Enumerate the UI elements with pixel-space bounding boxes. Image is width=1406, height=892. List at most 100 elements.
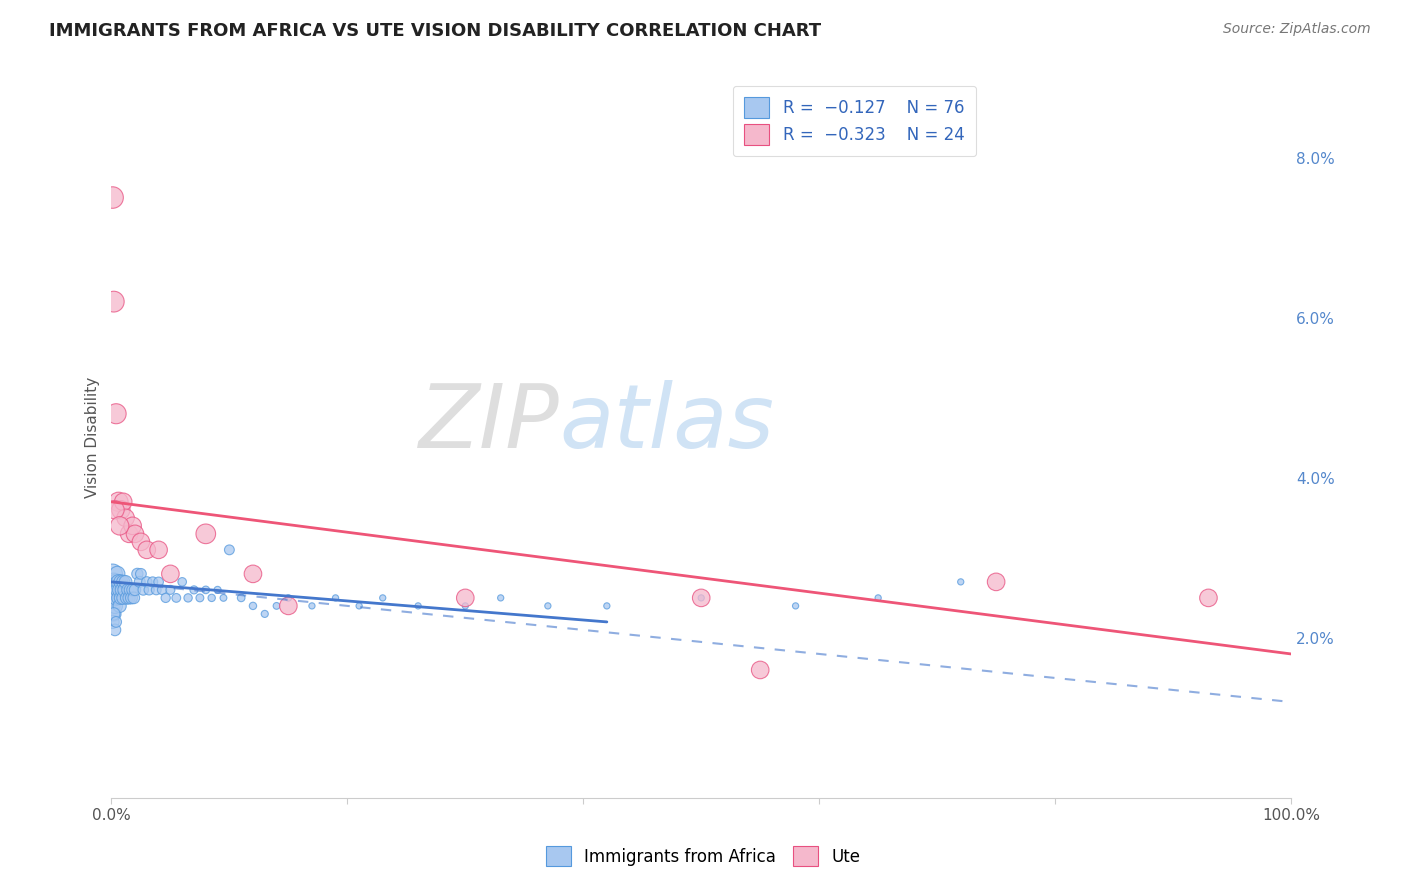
Point	[101, 607, 124, 621]
Legend: Immigrants from Africa, Ute: Immigrants from Africa, Ute	[537, 838, 869, 875]
Point	[148, 542, 170, 557]
Point	[537, 599, 560, 613]
Point	[194, 582, 217, 597]
Point	[110, 574, 132, 589]
Point	[371, 591, 394, 605]
Point	[129, 566, 152, 581]
Point	[325, 591, 347, 605]
Point	[110, 591, 132, 605]
Text: IMMIGRANTS FROM AFRICA VS UTE VISION DISABILITY CORRELATION CHART: IMMIGRANTS FROM AFRICA VS UTE VISION DIS…	[49, 22, 821, 40]
Point	[108, 599, 131, 613]
Point	[188, 591, 211, 605]
Point	[454, 591, 477, 605]
Point	[114, 574, 136, 589]
Point	[132, 582, 155, 597]
Point	[129, 534, 152, 549]
Point	[103, 294, 125, 309]
Point	[749, 663, 772, 677]
Point	[277, 591, 299, 605]
Point	[121, 518, 143, 533]
Point	[115, 591, 138, 605]
Point	[118, 591, 141, 605]
Point	[101, 591, 124, 605]
Point	[103, 574, 125, 589]
Point	[218, 542, 240, 557]
Point	[183, 582, 205, 597]
Point	[121, 591, 143, 605]
Point	[949, 574, 972, 589]
Point	[142, 574, 165, 589]
Point	[117, 582, 139, 597]
Point	[108, 518, 131, 533]
Point	[212, 591, 235, 605]
Point	[105, 566, 128, 581]
Point	[489, 591, 512, 605]
Point	[101, 615, 124, 629]
Point	[231, 591, 253, 605]
Point	[690, 591, 713, 605]
Point	[103, 607, 125, 621]
Point	[105, 582, 128, 597]
Point	[103, 607, 125, 621]
Point	[253, 607, 276, 621]
Point	[406, 599, 429, 613]
Point	[172, 574, 194, 589]
Point	[868, 591, 890, 605]
Point	[112, 495, 135, 509]
Point	[121, 582, 143, 597]
Point	[150, 582, 173, 597]
Point	[177, 591, 200, 605]
Point	[104, 503, 127, 517]
Point	[138, 582, 160, 597]
Point	[159, 582, 181, 597]
Point	[128, 574, 150, 589]
Point	[347, 599, 370, 613]
Point	[114, 511, 136, 525]
Point	[159, 566, 181, 581]
Point	[112, 582, 135, 597]
Point	[242, 566, 264, 581]
Point	[194, 526, 217, 541]
Point	[101, 599, 124, 613]
Point	[127, 566, 149, 581]
Point	[101, 190, 124, 204]
Point	[103, 591, 125, 605]
Text: Source: ZipAtlas.com: Source: ZipAtlas.com	[1223, 22, 1371, 37]
Point	[454, 599, 477, 613]
Point	[690, 591, 713, 605]
Point	[120, 582, 142, 597]
Point	[148, 574, 170, 589]
Point	[201, 591, 224, 605]
Point	[1197, 591, 1219, 605]
Text: atlas: atlas	[560, 380, 775, 467]
Point	[135, 542, 157, 557]
Point	[107, 495, 129, 509]
Point	[112, 574, 135, 589]
Point	[104, 582, 127, 597]
Point	[135, 574, 157, 589]
Point	[301, 599, 323, 613]
Point	[118, 526, 141, 541]
Point	[104, 599, 127, 613]
Point	[104, 623, 127, 637]
Point	[145, 582, 167, 597]
Point	[124, 582, 146, 597]
Text: ZIP: ZIP	[419, 380, 560, 467]
Point	[165, 591, 187, 605]
Point	[101, 566, 124, 581]
Point	[108, 582, 131, 597]
Point	[110, 503, 132, 517]
Point	[984, 574, 1007, 589]
Point	[122, 591, 145, 605]
Point	[266, 599, 288, 613]
Point	[107, 574, 129, 589]
Point	[242, 599, 264, 613]
Point	[105, 407, 128, 421]
Point	[596, 599, 619, 613]
Point	[207, 582, 229, 597]
Point	[785, 599, 807, 613]
Point	[155, 591, 177, 605]
Point	[105, 591, 128, 605]
Y-axis label: Vision Disability: Vision Disability	[86, 377, 100, 499]
Point	[111, 582, 134, 597]
